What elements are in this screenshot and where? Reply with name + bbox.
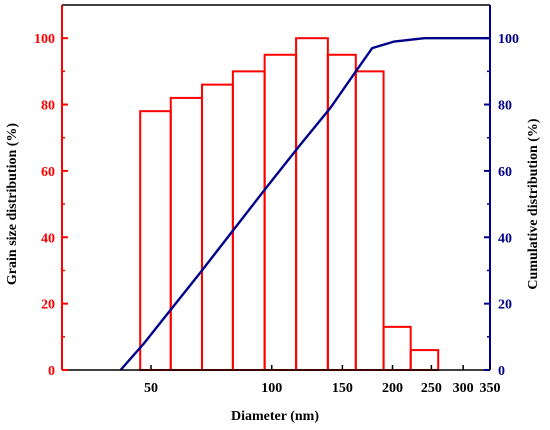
left-y-tick-label: 80 (41, 99, 55, 114)
x-tick-label: 50 (144, 381, 158, 396)
bar-0 (139, 110, 172, 371)
right-y-tick-label: 80 (498, 99, 512, 114)
tick-group: 0 0 20 20 40 40 60 60 80 80 100 100 50 100 150 200 250 30… (34, 32, 519, 396)
left-y-tick-label: 100 (34, 32, 55, 47)
bar-7 (354, 70, 385, 371)
x-tick-label: 200 (382, 381, 403, 396)
bar-6 (326, 53, 357, 371)
left-y-axis-title: Grain size distribution (%) (5, 123, 20, 286)
x-tick-label: 350 (480, 381, 501, 396)
right-y-tick-label: 100 (498, 32, 519, 47)
right-y-tick-label: 40 (498, 231, 512, 246)
right-y-tick-label: 20 (498, 298, 512, 313)
right-y-tick-label: 60 (498, 165, 512, 180)
right-y-tick-label: 0 (498, 364, 505, 379)
bar-1 (169, 96, 203, 371)
x-tick-label: 150 (332, 381, 353, 396)
bar-4 (263, 53, 298, 371)
cumulative-line (119, 37, 490, 371)
left-y-tick-label: 60 (41, 165, 55, 180)
bar-3 (231, 70, 266, 371)
right-y-axis-title: Cumulative distribution (%) (526, 118, 541, 289)
bar-9 (409, 349, 440, 372)
x-tick-label: 300 (453, 381, 474, 396)
bar-group (139, 37, 440, 372)
x-axis-title: Diameter (nm) (231, 409, 319, 424)
left-y-tick-label: 0 (48, 364, 55, 379)
bar-5 (295, 37, 329, 371)
left-y-tick-label: 40 (41, 231, 55, 246)
bar-8 (382, 325, 412, 372)
bar-2 (200, 83, 234, 372)
left-y-tick-label: 20 (41, 298, 55, 313)
x-tick-label: 100 (261, 381, 282, 396)
x-tick-label: 250 (421, 381, 442, 396)
